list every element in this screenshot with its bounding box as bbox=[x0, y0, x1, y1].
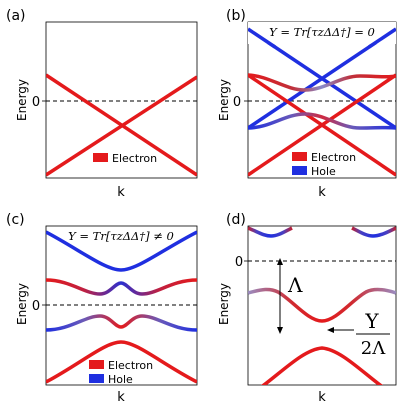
panel-d-band-top-left bbox=[248, 226, 293, 238]
panel-c-hybrid-band-upper bbox=[46, 278, 197, 296]
panel-d-band-top-right bbox=[351, 226, 396, 238]
panel-a-label: (a) bbox=[6, 8, 26, 24]
panel-a-axes bbox=[45, 21, 198, 179]
panel-c-hybrid-band-lower bbox=[46, 314, 197, 332]
panel-c-formula: Υ = Tr[τzΔΔ†] ≠ 0 bbox=[68, 229, 174, 243]
panel-a-electron-band-up bbox=[46, 75, 197, 177]
panel-d-shift-denominator: 2Λ bbox=[361, 338, 386, 359]
panel-c-legend-hole-swatch bbox=[89, 374, 104, 383]
panel-c-legend-electron-swatch bbox=[89, 360, 104, 369]
panel-b-zero-tick: 0 bbox=[233, 95, 241, 110]
panel-c-axes bbox=[45, 225, 198, 386]
panel-c-label: (c) bbox=[6, 212, 25, 228]
panel-c-legend-hole: Hole bbox=[108, 373, 133, 386]
panel-b: (b) 0 Energy k Υ = Tr[τzΔΔ†] = 0 Electro… bbox=[217, 8, 397, 200]
panel-b-legend-hole-swatch bbox=[292, 166, 307, 175]
panel-d-shift-numerator: Υ bbox=[364, 309, 379, 333]
panel-b-hybrid-band-upper bbox=[248, 73, 396, 92]
panel-a-xlabel: k bbox=[117, 185, 125, 200]
panel-d: (d) 0 Energy k Λ Υ 2Λ bbox=[217, 212, 397, 405]
panel-b-legend-electron: Electron bbox=[311, 151, 356, 164]
panel-c-zero-tick: 0 bbox=[32, 299, 40, 314]
panel-b-hybrid-band-lower bbox=[248, 112, 396, 130]
panel-b-formula: Υ = Tr[τzΔΔ†] = 0 bbox=[269, 25, 375, 39]
panel-b-xlabel: k bbox=[318, 185, 326, 200]
panel-d-ylabel: Energy bbox=[217, 283, 231, 325]
panel-d-axes bbox=[247, 225, 397, 386]
panel-a-legend-electron-swatch bbox=[93, 153, 108, 162]
panel-a-ylabel: Energy bbox=[15, 79, 29, 121]
panel-b-label: (b) bbox=[226, 8, 246, 24]
panel-a-zero-tick: 0 bbox=[32, 95, 40, 110]
panel-b-electron-band-up bbox=[248, 73, 396, 177]
panel-c-electron-band-bottom bbox=[46, 340, 197, 384]
panel-d-zero-tick: 0 bbox=[235, 255, 243, 270]
panel-c-xlabel: k bbox=[117, 390, 125, 405]
panel-d-gap-label: Λ bbox=[287, 273, 303, 297]
panel-d-shift-arrow bbox=[327, 327, 354, 333]
panel-b-legend-hole: Hole bbox=[311, 165, 336, 178]
panel-d-band-lower bbox=[261, 346, 383, 385]
panel-c-hole-band-top bbox=[46, 230, 197, 272]
panel-d-band-middle bbox=[248, 287, 396, 323]
panel-d-gap-arrow bbox=[277, 258, 283, 334]
panel-d-xlabel: k bbox=[318, 390, 326, 405]
panel-a-legend-electron: Electron bbox=[112, 152, 157, 165]
panel-c: (c) 0 Energy k Υ = Tr[τzΔΔ†] ≠ 0 Electro… bbox=[6, 212, 198, 405]
panel-a: (a) 0 Energy k Electron bbox=[6, 8, 198, 200]
panel-d-label: (d) bbox=[226, 212, 246, 228]
panel-c-legend-electron: Electron bbox=[108, 359, 153, 372]
panel-b-ylabel: Energy bbox=[217, 79, 231, 121]
panel-b-legend-electron-swatch bbox=[292, 152, 307, 161]
panel-c-ylabel: Energy bbox=[15, 283, 29, 325]
